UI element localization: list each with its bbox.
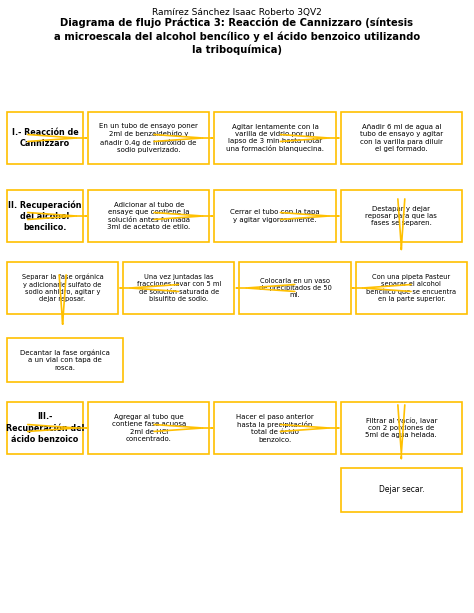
FancyBboxPatch shape bbox=[88, 112, 210, 164]
Text: Ramírez Sánchez Isaac Roberto 3QV2: Ramírez Sánchez Isaac Roberto 3QV2 bbox=[152, 8, 322, 17]
Text: Hacer el paso anterior
hasta la precipitación
total de ácido
benzoico.: Hacer el paso anterior hasta la precipit… bbox=[236, 414, 314, 443]
Text: Filtrar al vacío, lavar
con 2 porciones de
5ml de agua helada.: Filtrar al vacío, lavar con 2 porciones … bbox=[365, 417, 437, 438]
Text: Diagrama de flujo Práctica 3: Reacción de Cannizzaro (síntesis
a microescala del: Diagrama de flujo Práctica 3: Reacción d… bbox=[54, 18, 420, 55]
Text: Cerrar el tubo con la tapa
y agitar vigorosamente.: Cerrar el tubo con la tapa y agitar vigo… bbox=[230, 210, 320, 223]
Text: Adicionar al tubo de
ensaye que contiene la
solución antes formada
3ml de acetat: Adicionar al tubo de ensaye que contiene… bbox=[107, 202, 190, 230]
Text: Con una pipeta Pasteur
separar el alcohol
bencílico que se encuentra
en la parte: Con una pipeta Pasteur separar el alcoho… bbox=[366, 274, 456, 302]
FancyBboxPatch shape bbox=[88, 402, 210, 454]
Text: Decantar la fase orgánica
a un vial con tapa de
rosca.: Decantar la fase orgánica a un vial con … bbox=[20, 349, 110, 370]
Text: Añadir 6 ml de agua al
tubo de ensayo y agitar
con la varilla para diluir
el gel: Añadir 6 ml de agua al tubo de ensayo y … bbox=[360, 124, 443, 152]
FancyBboxPatch shape bbox=[7, 190, 83, 242]
FancyBboxPatch shape bbox=[239, 262, 351, 314]
FancyBboxPatch shape bbox=[7, 112, 83, 164]
Text: Una vez juntadas las
fracciones lavar con 5 ml
de solución saturada de
bisulfito: Una vez juntadas las fracciones lavar co… bbox=[137, 274, 221, 302]
Text: III.-
Recuperación del
ácido benzoico: III.- Recuperación del ácido benzoico bbox=[6, 413, 84, 444]
Text: Dejar secar.: Dejar secar. bbox=[379, 485, 424, 495]
FancyBboxPatch shape bbox=[214, 112, 336, 164]
FancyBboxPatch shape bbox=[214, 402, 336, 454]
Text: Destapar y dejar
reposar para que las
fases se separen.: Destapar y dejar reposar para que las fa… bbox=[365, 206, 438, 226]
FancyBboxPatch shape bbox=[123, 262, 235, 314]
Text: I.- Reacción de
Cannizzaro: I.- Reacción de Cannizzaro bbox=[12, 128, 78, 148]
FancyBboxPatch shape bbox=[341, 468, 462, 512]
FancyBboxPatch shape bbox=[7, 262, 118, 314]
FancyBboxPatch shape bbox=[88, 190, 210, 242]
FancyBboxPatch shape bbox=[341, 112, 462, 164]
FancyBboxPatch shape bbox=[7, 402, 83, 454]
FancyBboxPatch shape bbox=[7, 338, 123, 382]
Text: Agregar al tubo que
contiene fase acuosa
2ml de HCl
concentrado.: Agregar al tubo que contiene fase acuosa… bbox=[111, 414, 186, 442]
FancyBboxPatch shape bbox=[341, 402, 462, 454]
FancyBboxPatch shape bbox=[341, 190, 462, 242]
Text: Colocarla en un vaso
de precipitados de 50
ml.: Colocarla en un vaso de precipitados de … bbox=[259, 278, 331, 299]
FancyBboxPatch shape bbox=[214, 190, 336, 242]
Text: Agitar lentamente con la
varilla de vidrio por un
lapso de 3 min hasta notar
una: Agitar lentamente con la varilla de vidr… bbox=[226, 123, 324, 153]
FancyBboxPatch shape bbox=[356, 262, 467, 314]
Text: En un tubo de ensayo poner
2ml de benzaldehído y
añadir 0.4g de hidróxido de
sod: En un tubo de ensayo poner 2ml de benzal… bbox=[99, 123, 198, 153]
Text: II. Recuperación
del alcohol
bencilico.: II. Recuperación del alcohol bencilico. bbox=[8, 200, 82, 232]
Text: Separar la fase orgánica
y adicionarle sulfato de
sodio anhidro, agitar y
dejar : Separar la fase orgánica y adicionarle s… bbox=[22, 274, 103, 302]
